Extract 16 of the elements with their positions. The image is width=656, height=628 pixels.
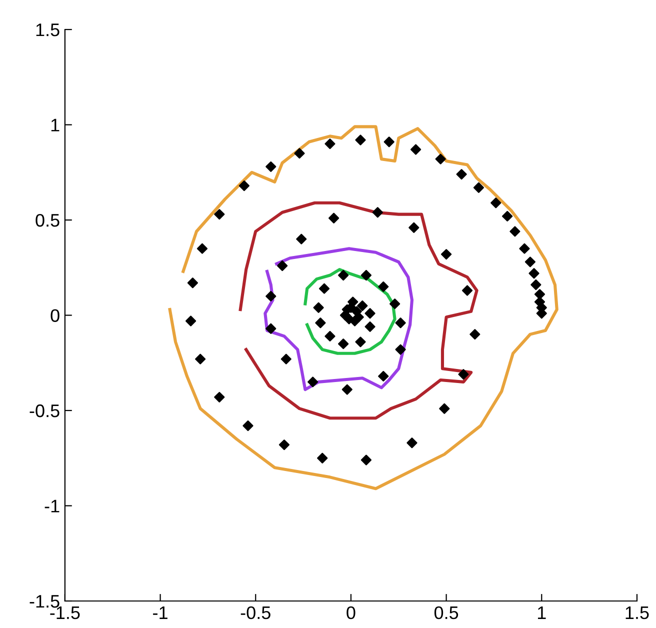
x-tick-label: -0.5 (240, 606, 270, 620)
y-tick-label: 1.5 (36, 24, 60, 36)
y-tick-label: -1 (44, 500, 60, 512)
x-tick-label: 1.5 (626, 606, 649, 620)
x-tick-label: -1 (153, 606, 168, 619)
x-tick-label: 0 (346, 606, 356, 620)
y-tick-label: 0.5 (36, 214, 60, 227)
y-tick-label: -0.5 (30, 404, 60, 418)
y-tick-label: -1.5 (30, 595, 60, 608)
y-tick-label: 0 (50, 309, 60, 322)
line-series (264, 247, 414, 392)
y-tick-label: 1 (51, 118, 60, 132)
x-tick-label: 0.5 (434, 606, 458, 620)
line-series (238, 201, 478, 420)
line-series (168, 125, 558, 490)
x-tick-label: 1 (538, 606, 546, 619)
